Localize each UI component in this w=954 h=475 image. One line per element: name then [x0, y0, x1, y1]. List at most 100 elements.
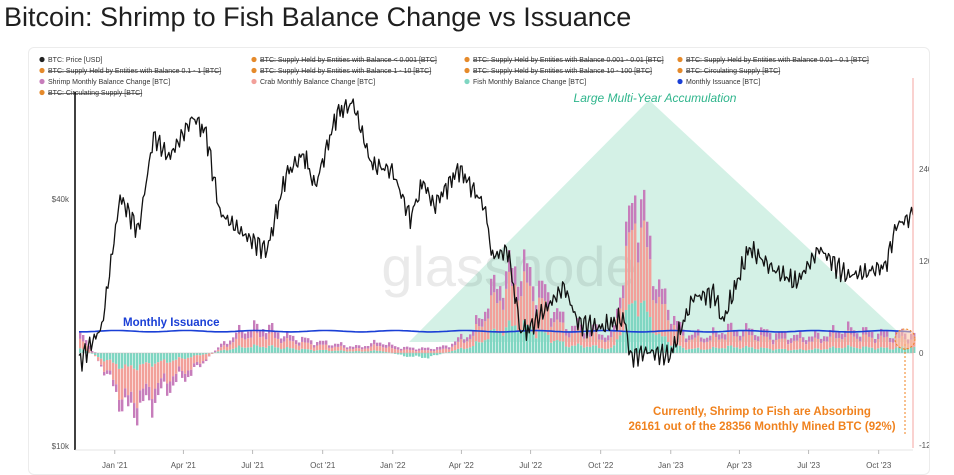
shrimp-bar	[280, 338, 283, 344]
crab-bar	[700, 341, 703, 350]
crab-bar	[514, 284, 517, 326]
shrimp-bar	[604, 337, 607, 342]
legend-item[interactable]: BTC: Price [USD]	[39, 56, 103, 64]
legend-item[interactable]: BTC: Supply Held by Entities with Balanc…	[251, 56, 437, 64]
legend-item[interactable]: BTC: Circulating Supply [BTC]	[677, 67, 780, 75]
fish-bar	[436, 353, 439, 356]
crab-bar	[178, 357, 181, 367]
crab-bar	[382, 347, 385, 352]
crab-bar	[724, 339, 727, 349]
shrimp-bar	[517, 286, 520, 301]
shrimp-bar	[121, 399, 124, 412]
shrimp-bar	[451, 343, 454, 347]
fish-bar	[913, 346, 916, 353]
legend-item[interactable]: BTC: Supply Held by Entities with Balanc…	[39, 67, 221, 75]
legend-item[interactable]: Monthly Issuance [BTC]	[677, 78, 760, 86]
crab-bar	[487, 318, 490, 340]
crab-bar	[160, 360, 163, 379]
legend-item[interactable]: BTC: Supply Held by Entities with Balanc…	[464, 67, 652, 75]
fish-bar	[430, 353, 433, 357]
fish-bar	[682, 347, 685, 353]
crab-bar	[391, 348, 394, 353]
crab-bar	[544, 300, 547, 333]
crab-bar	[472, 335, 475, 347]
fish-bar	[361, 351, 364, 353]
fish-bar	[721, 348, 724, 353]
fish-bar	[364, 351, 367, 353]
fish-bar	[814, 348, 817, 353]
crab-bar	[220, 347, 223, 351]
crab-bar	[475, 324, 478, 342]
crab-bar	[883, 337, 886, 348]
shrimp-bar	[352, 346, 355, 350]
shrimp-bar	[646, 221, 649, 248]
crab-bar	[454, 344, 457, 351]
legend-item[interactable]: Shrimp Monthly Balance Change [BTC]	[39, 78, 170, 86]
fish-bar	[907, 349, 910, 353]
crab-bar	[808, 341, 811, 350]
legend-item[interactable]: Fish Monthly Balance Change [BTC]	[464, 78, 586, 86]
fish-bar	[505, 327, 508, 353]
fish-bar	[190, 353, 193, 358]
fish-bar	[763, 347, 766, 353]
shrimp-bar	[859, 336, 862, 342]
fish-bar	[145, 353, 148, 363]
fish-bar	[367, 351, 370, 353]
legend-item[interactable]: Crab Monthly Balance Change [BTC]	[251, 78, 375, 86]
shrimp-bar	[283, 336, 286, 342]
fish-bar	[103, 353, 106, 362]
shrimp-bar	[589, 330, 592, 337]
x-tick-label: Oct '22	[588, 461, 614, 470]
crab-bar	[424, 350, 427, 353]
crab-bar	[658, 296, 661, 334]
shrimp-bar	[781, 331, 784, 339]
crab-bar	[775, 340, 778, 350]
shrimp-bar	[766, 329, 769, 337]
crab-bar	[106, 359, 109, 371]
fish-bar	[517, 331, 520, 353]
crab-bar	[346, 349, 349, 352]
shrimp-bar	[529, 267, 532, 286]
fish-bar	[541, 331, 544, 353]
fish-bar	[856, 348, 859, 353]
shrimp-bar	[136, 408, 139, 426]
fish-bar	[583, 347, 586, 353]
fish-bar	[829, 347, 832, 353]
fish-bar	[613, 345, 616, 353]
fish-bar	[205, 353, 208, 355]
crab-bar	[826, 341, 829, 350]
shrimp-bar	[427, 347, 430, 351]
fish-bar	[610, 347, 613, 353]
fish-bar	[559, 341, 562, 353]
shrimp-bar	[178, 366, 181, 372]
shrimp-bar	[415, 349, 418, 352]
shrimp-bar	[124, 388, 127, 398]
fish-bar	[523, 320, 526, 353]
crab-bar	[478, 326, 481, 343]
legend-item[interactable]: BTC: Supply Held by Entities with Balanc…	[251, 67, 431, 75]
crab-bar	[892, 342, 895, 350]
shrimp-bar	[304, 337, 307, 343]
crab-bar	[583, 338, 586, 348]
crab-bar	[79, 338, 82, 349]
legend-item[interactable]: BTC: Supply Held by Entities with Balanc…	[464, 56, 664, 64]
fish-bar	[124, 353, 127, 365]
fish-bar	[217, 351, 220, 353]
crab-bar	[241, 337, 244, 348]
crab-bar	[889, 342, 892, 350]
crab-bar	[523, 271, 526, 321]
shrimp-bar	[484, 311, 487, 322]
fish-bar	[238, 345, 241, 353]
fish-bar	[565, 346, 568, 353]
page-title: Bitcoin: Shrimp to Fish Balance Change v…	[4, 2, 632, 32]
legend-item[interactable]: BTC: Circulating Supply [BTC]	[39, 89, 142, 97]
crab-bar	[697, 335, 700, 348]
shrimp-bar	[175, 373, 178, 383]
fish-bar	[202, 353, 205, 355]
shrimp-bar	[355, 345, 358, 348]
shrimp-bar	[481, 318, 484, 327]
crab-bar	[538, 297, 541, 331]
legend-item[interactable]: BTC: Supply Held by Entities with Balanc…	[677, 56, 869, 64]
shrimp-bar	[85, 340, 88, 346]
fish-bar	[784, 348, 787, 353]
